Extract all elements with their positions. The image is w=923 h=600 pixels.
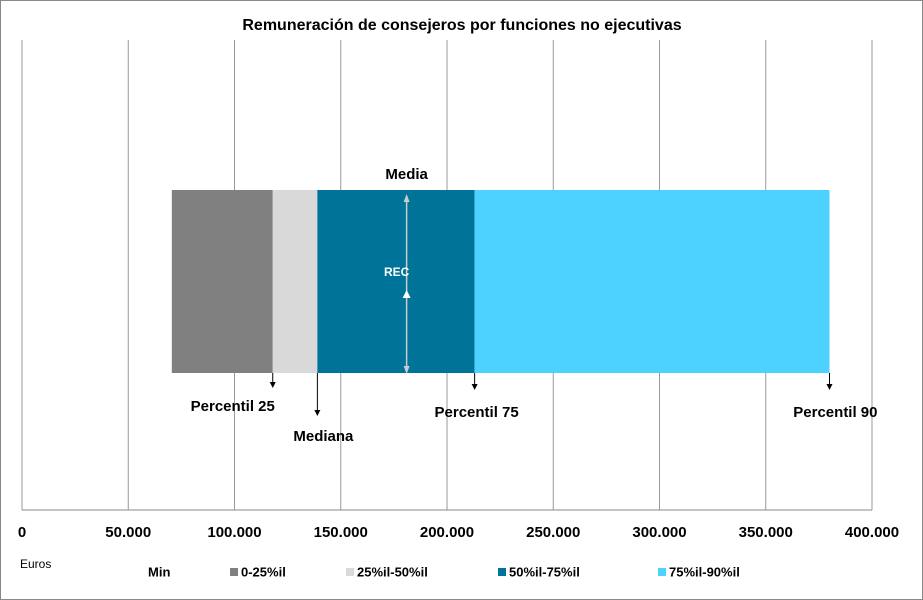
legend-label: 25%il-50%il [357,564,428,579]
legend-label: 75%il-90%il [669,564,740,579]
x-tick-label: 0 [18,524,26,541]
x-tick-label: 400.000 [845,524,899,541]
legend-label: Min [148,564,170,579]
mean-arrowhead [403,366,410,374]
legend-label: 50%il-75%il [509,564,580,579]
rec-marker [402,290,411,298]
legend-swatch [346,568,354,576]
chart-title: Remuneración de consejeros por funciones… [242,17,681,34]
rec-label: REC [384,265,410,279]
legend-swatch [498,568,506,576]
bar-segment [317,190,475,373]
bar-segment [474,190,830,373]
legend-label: 0-25%il [241,564,286,579]
x-tick-label: 150.000 [314,524,368,541]
x-tick-label: 300.000 [632,524,686,541]
annotation-arrowhead [471,384,478,390]
annotation-arrowhead [314,410,321,416]
annotation-label: Percentil 90 [793,404,877,421]
legend-swatch [658,568,666,576]
annotation-arrowhead [269,382,276,388]
annotation-label: Percentil 75 [435,404,519,421]
x-tick-label: 200.000 [420,524,474,541]
annotation-label: Mediana [293,428,354,445]
x-tick-label: 250.000 [526,524,580,541]
x-tick-label: 350.000 [739,524,793,541]
bar-segment [171,190,273,373]
mean-arrowhead [403,194,410,202]
x-axis-label: Euros [20,557,51,571]
annotation-label: Percentil 25 [191,398,275,415]
x-tick-label: 100.000 [207,524,261,541]
bar-segment [272,190,318,373]
legend-swatch [230,568,238,576]
x-tick-label: 50.000 [105,524,151,541]
mean-label: Media [385,166,428,183]
annotation-arrowhead [826,384,833,390]
